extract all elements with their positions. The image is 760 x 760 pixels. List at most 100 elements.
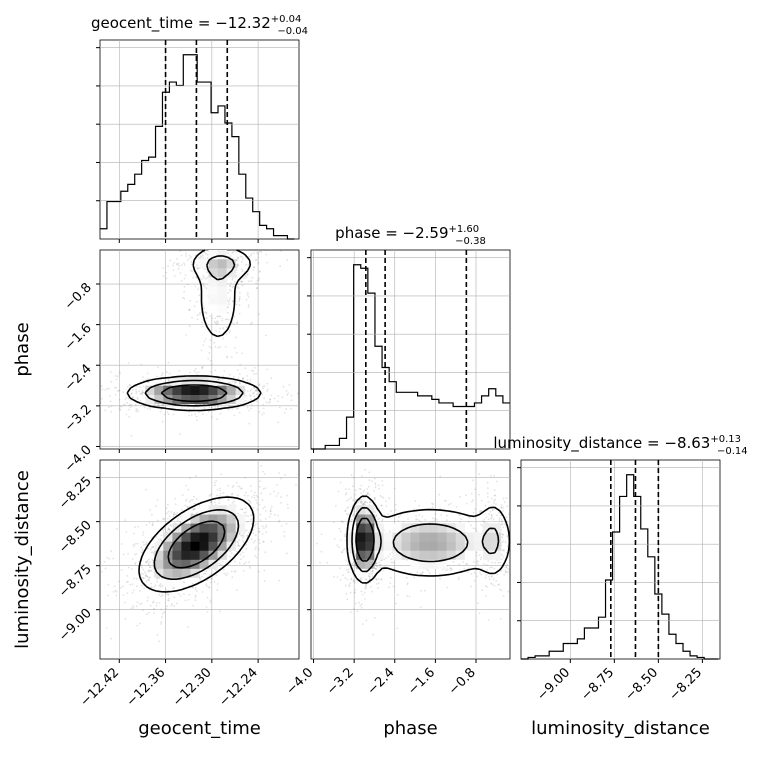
- sample-point: [235, 266, 238, 269]
- density-cell: [491, 523, 502, 533]
- sample-point: [169, 524, 172, 527]
- sample-point: [345, 488, 347, 491]
- sample-point: [263, 569, 266, 572]
- density-cell: [473, 532, 484, 542]
- sample-point: [222, 568, 225, 571]
- sample-point: [149, 548, 152, 551]
- sample-point: [173, 596, 176, 599]
- sample-point: [239, 553, 242, 556]
- sample-point: [472, 511, 475, 514]
- sample-point: [144, 574, 147, 577]
- sample-point: [195, 371, 197, 374]
- sample-point: [122, 553, 125, 556]
- sample-point: [394, 509, 397, 511]
- density-cell: [163, 394, 173, 404]
- sample-point: [368, 493, 371, 496]
- sample-point: [345, 513, 348, 515]
- sample-point: [236, 369, 239, 371]
- density-cell: [428, 541, 438, 551]
- sample-point: [380, 578, 383, 581]
- sample-point: [166, 503, 169, 506]
- density-cell: [208, 268, 218, 278]
- sample-point: [248, 409, 251, 412]
- sample-point: [278, 579, 281, 582]
- sample-point: [360, 475, 363, 477]
- sample-point: [269, 398, 272, 401]
- sample-point: [393, 567, 396, 570]
- sample-point: [161, 404, 163, 407]
- sample-point: [141, 549, 144, 551]
- sample-point: [479, 571, 481, 574]
- sample-point: [243, 511, 246, 514]
- sample-point: [154, 584, 157, 587]
- sample-point: [354, 602, 357, 605]
- sample-point: [392, 561, 395, 564]
- sample-point: [491, 509, 494, 512]
- y-axis-label-luminosity_distance: luminosity_distance: [12, 470, 33, 649]
- sample-point: [140, 392, 143, 395]
- sample-point: [188, 371, 191, 374]
- sample-point: [159, 583, 162, 585]
- sample-point: [142, 568, 145, 571]
- density-cell: [199, 559, 209, 569]
- sample-point: [183, 290, 186, 293]
- sample-point: [158, 404, 160, 406]
- sample-point: [255, 546, 257, 548]
- density-cell: [446, 541, 456, 551]
- sample-point: [339, 481, 342, 484]
- density-cell: [401, 550, 411, 560]
- sample-point: [172, 515, 175, 518]
- sample-point: [106, 387, 109, 390]
- sample-point: [221, 319, 224, 322]
- sample-point: [359, 577, 362, 580]
- sample-point: [241, 258, 244, 260]
- density-cell: [482, 550, 493, 560]
- sample-point: [190, 499, 192, 502]
- sample-point: [143, 577, 145, 580]
- density-cell: [190, 532, 200, 542]
- sample-point: [179, 595, 182, 597]
- sample-point: [227, 499, 230, 501]
- sample-point: [146, 547, 149, 550]
- sample-point: [502, 556, 505, 558]
- density-cell: [226, 532, 236, 542]
- sample-point: [222, 492, 225, 494]
- sample-point: [235, 303, 238, 306]
- sample-point: [502, 510, 505, 512]
- density-cell: [217, 250, 227, 260]
- sample-point: [491, 575, 493, 577]
- density-cell: [154, 559, 164, 569]
- sample-point: [252, 528, 255, 531]
- sample-point: [126, 575, 129, 577]
- sample-point: [150, 546, 153, 549]
- sample-point: [265, 510, 267, 512]
- sample-point: [262, 507, 265, 510]
- sample-point: [377, 518, 379, 520]
- sample-point: [236, 541, 239, 543]
- sample-point: [480, 556, 483, 559]
- sample-point: [268, 516, 271, 518]
- sample-point: [202, 284, 205, 287]
- sample-point: [457, 578, 460, 581]
- sample-point: [225, 333, 228, 336]
- sample-point: [505, 516, 508, 518]
- x-tick-label: −3.2: [324, 665, 357, 698]
- sample-point: [195, 276, 198, 279]
- sample-point: [101, 570, 103, 573]
- density-cell: [437, 523, 447, 533]
- sample-point: [180, 254, 183, 257]
- sample-point: [124, 617, 127, 620]
- sample-point: [185, 484, 187, 487]
- sample-point: [475, 554, 478, 557]
- sample-point: [389, 582, 392, 585]
- density-cell: [437, 532, 447, 542]
- sample-point: [153, 608, 155, 611]
- sample-point: [349, 591, 352, 594]
- sample-point: [141, 393, 143, 396]
- sample-point: [216, 418, 218, 421]
- sample-point: [131, 388, 134, 391]
- sample-point: [184, 504, 187, 507]
- sample-point: [494, 498, 497, 501]
- sample-point: [247, 494, 249, 497]
- sample-point: [470, 493, 473, 495]
